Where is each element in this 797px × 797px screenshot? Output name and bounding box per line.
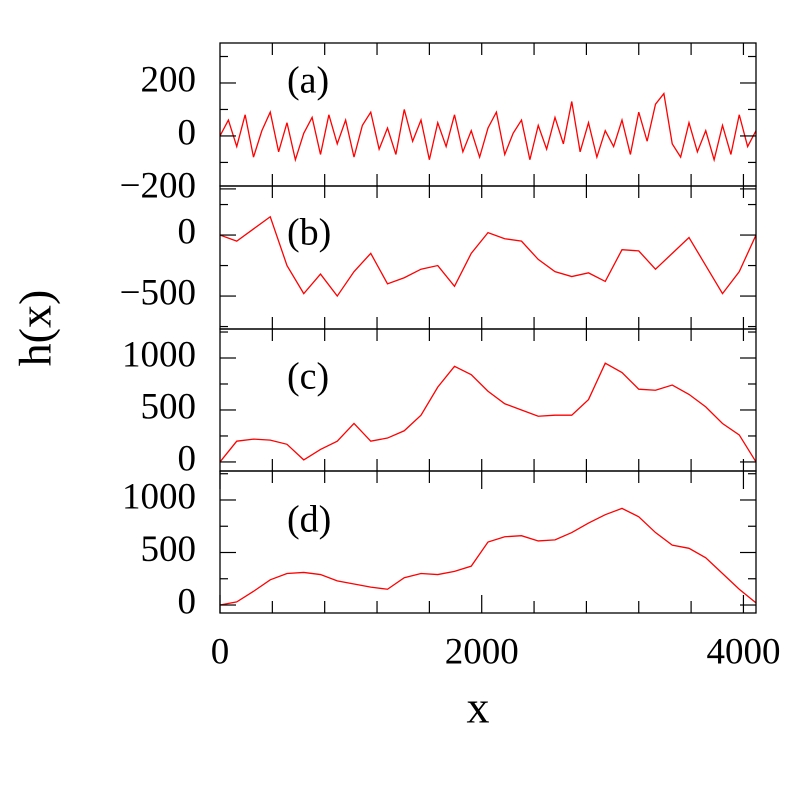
x-axis-label: x (467, 682, 490, 733)
panel-label: (b) (287, 212, 331, 254)
y-tick-label: −500 (120, 273, 196, 314)
y-tick-label: 0 (178, 112, 197, 153)
y-tick-label: 500 (141, 529, 197, 570)
panel-label: (a) (287, 60, 329, 102)
y-tick-label: 0 (178, 582, 197, 623)
panel-frame (219, 328, 757, 472)
data-line (219, 507, 757, 606)
y-tick-label: 200 (141, 59, 197, 100)
data-line (219, 362, 757, 463)
panel-label: (c) (287, 356, 329, 398)
y-tick-label: −200 (120, 165, 196, 206)
panel-frame (219, 185, 757, 330)
y-tick-label: 0 (178, 212, 197, 253)
y-tick-label: 1000 (122, 334, 196, 375)
panel-label: (d) (287, 499, 331, 541)
panel-frame (219, 470, 757, 614)
y-tick-label: 0 (178, 438, 197, 479)
y-tick-label: 500 (141, 386, 197, 427)
x-tick-label: 0 (211, 631, 230, 672)
x-tick-label: 2000 (445, 631, 519, 672)
y-axis-label: h(x) (10, 290, 61, 367)
data-line (219, 92, 757, 163)
data-line (219, 215, 757, 298)
x-tick-label: 4000 (706, 631, 780, 672)
y-tick-label: 1000 (122, 476, 196, 517)
